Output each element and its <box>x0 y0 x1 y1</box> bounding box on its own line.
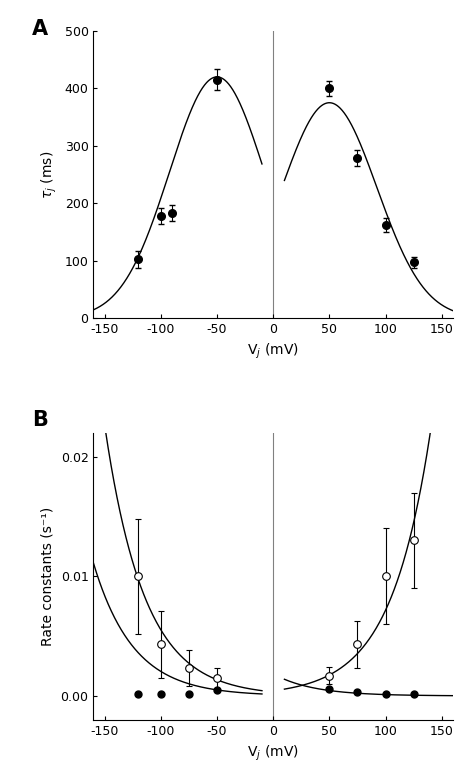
Text: B: B <box>32 409 48 430</box>
X-axis label: V$_j$ (mV): V$_j$ (mV) <box>248 341 299 361</box>
Y-axis label: Rate constants (s⁻¹): Rate constants (s⁻¹) <box>41 507 55 646</box>
X-axis label: V$_j$ (mV): V$_j$ (mV) <box>248 743 299 762</box>
Y-axis label: $\tau_j$ (ms): $\tau_j$ (ms) <box>40 150 59 199</box>
Text: A: A <box>32 19 49 39</box>
